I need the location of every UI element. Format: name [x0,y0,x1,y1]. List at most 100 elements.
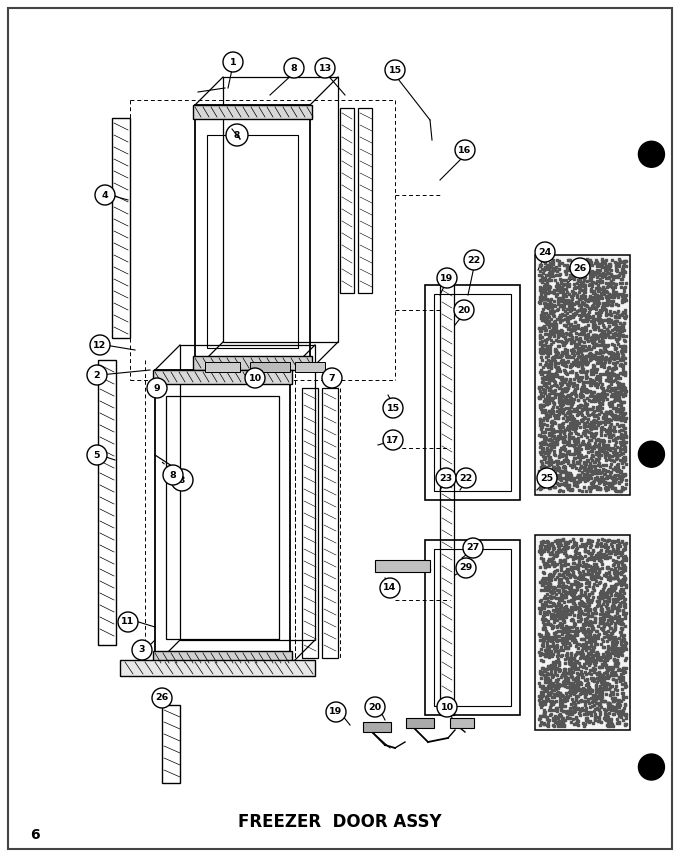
Point [536,551,547,565]
Point [549,383,560,397]
Point [575,332,585,345]
Point [620,717,631,731]
Point [579,279,590,292]
Point [606,686,617,699]
Point [588,385,599,399]
Circle shape [163,465,183,485]
Point [596,253,607,267]
Point [538,309,549,322]
Point [592,339,603,352]
Point [536,273,547,287]
Point [541,571,551,584]
Point [600,327,611,341]
Point [602,630,613,644]
Point [593,647,604,661]
Point [590,679,601,692]
Point [613,647,624,661]
Point [539,673,550,686]
Point [595,589,606,602]
Point [581,370,592,384]
Point [605,304,615,318]
Point [567,335,578,349]
Point [581,650,592,664]
Point [609,318,620,332]
Point [584,579,595,593]
Point [566,667,577,680]
Point [619,351,630,365]
Point [554,426,565,440]
Point [555,396,566,410]
Point [560,676,571,690]
Point [577,295,588,309]
Point [619,665,630,679]
Point [574,609,585,623]
Point [562,623,573,637]
Point [559,336,570,350]
Point [609,703,619,716]
Point [554,593,565,607]
Point [559,425,570,439]
Point [609,442,620,456]
Point [573,442,583,456]
Point [548,590,559,603]
Point [594,537,605,551]
Point [578,456,589,470]
Point [588,361,599,375]
Point [618,575,629,589]
Point [556,449,567,463]
Point [549,604,560,618]
Point [614,705,625,719]
Point [562,481,573,494]
Point [555,640,566,654]
Point [607,691,618,704]
Point [545,584,556,598]
Point [566,257,577,271]
Point [537,371,547,385]
Point [580,271,591,285]
Point [609,583,619,596]
Point [539,459,549,473]
Point [560,442,571,456]
Point [615,316,626,330]
Point [600,390,611,404]
Point [537,382,548,396]
Point [569,602,580,616]
Point [546,319,557,333]
Point [612,607,623,620]
Point [544,445,555,458]
Point [613,716,624,730]
Point [586,258,597,272]
Point [616,345,627,359]
Point [563,313,574,327]
Point [565,680,576,693]
Point [545,554,556,567]
Point [548,436,559,450]
Point [614,353,625,367]
Point [571,536,581,549]
Point [581,357,592,370]
Point [560,536,571,550]
Point [605,279,616,292]
Point [562,355,573,369]
Point [592,392,603,405]
Point [540,560,551,574]
Point [594,565,605,578]
Point [611,285,622,299]
Point [592,363,602,376]
Point [600,650,611,663]
Point [564,277,575,291]
Point [620,340,631,354]
Point [534,332,545,345]
Point [603,287,614,301]
Point [562,641,573,655]
Point [580,689,591,703]
Point [573,405,584,419]
Point [544,681,555,695]
Point [540,631,551,644]
Point [615,674,626,687]
Point [611,566,622,580]
Point [539,279,550,292]
Point [537,636,548,650]
Point [551,704,562,717]
Point [590,256,600,270]
